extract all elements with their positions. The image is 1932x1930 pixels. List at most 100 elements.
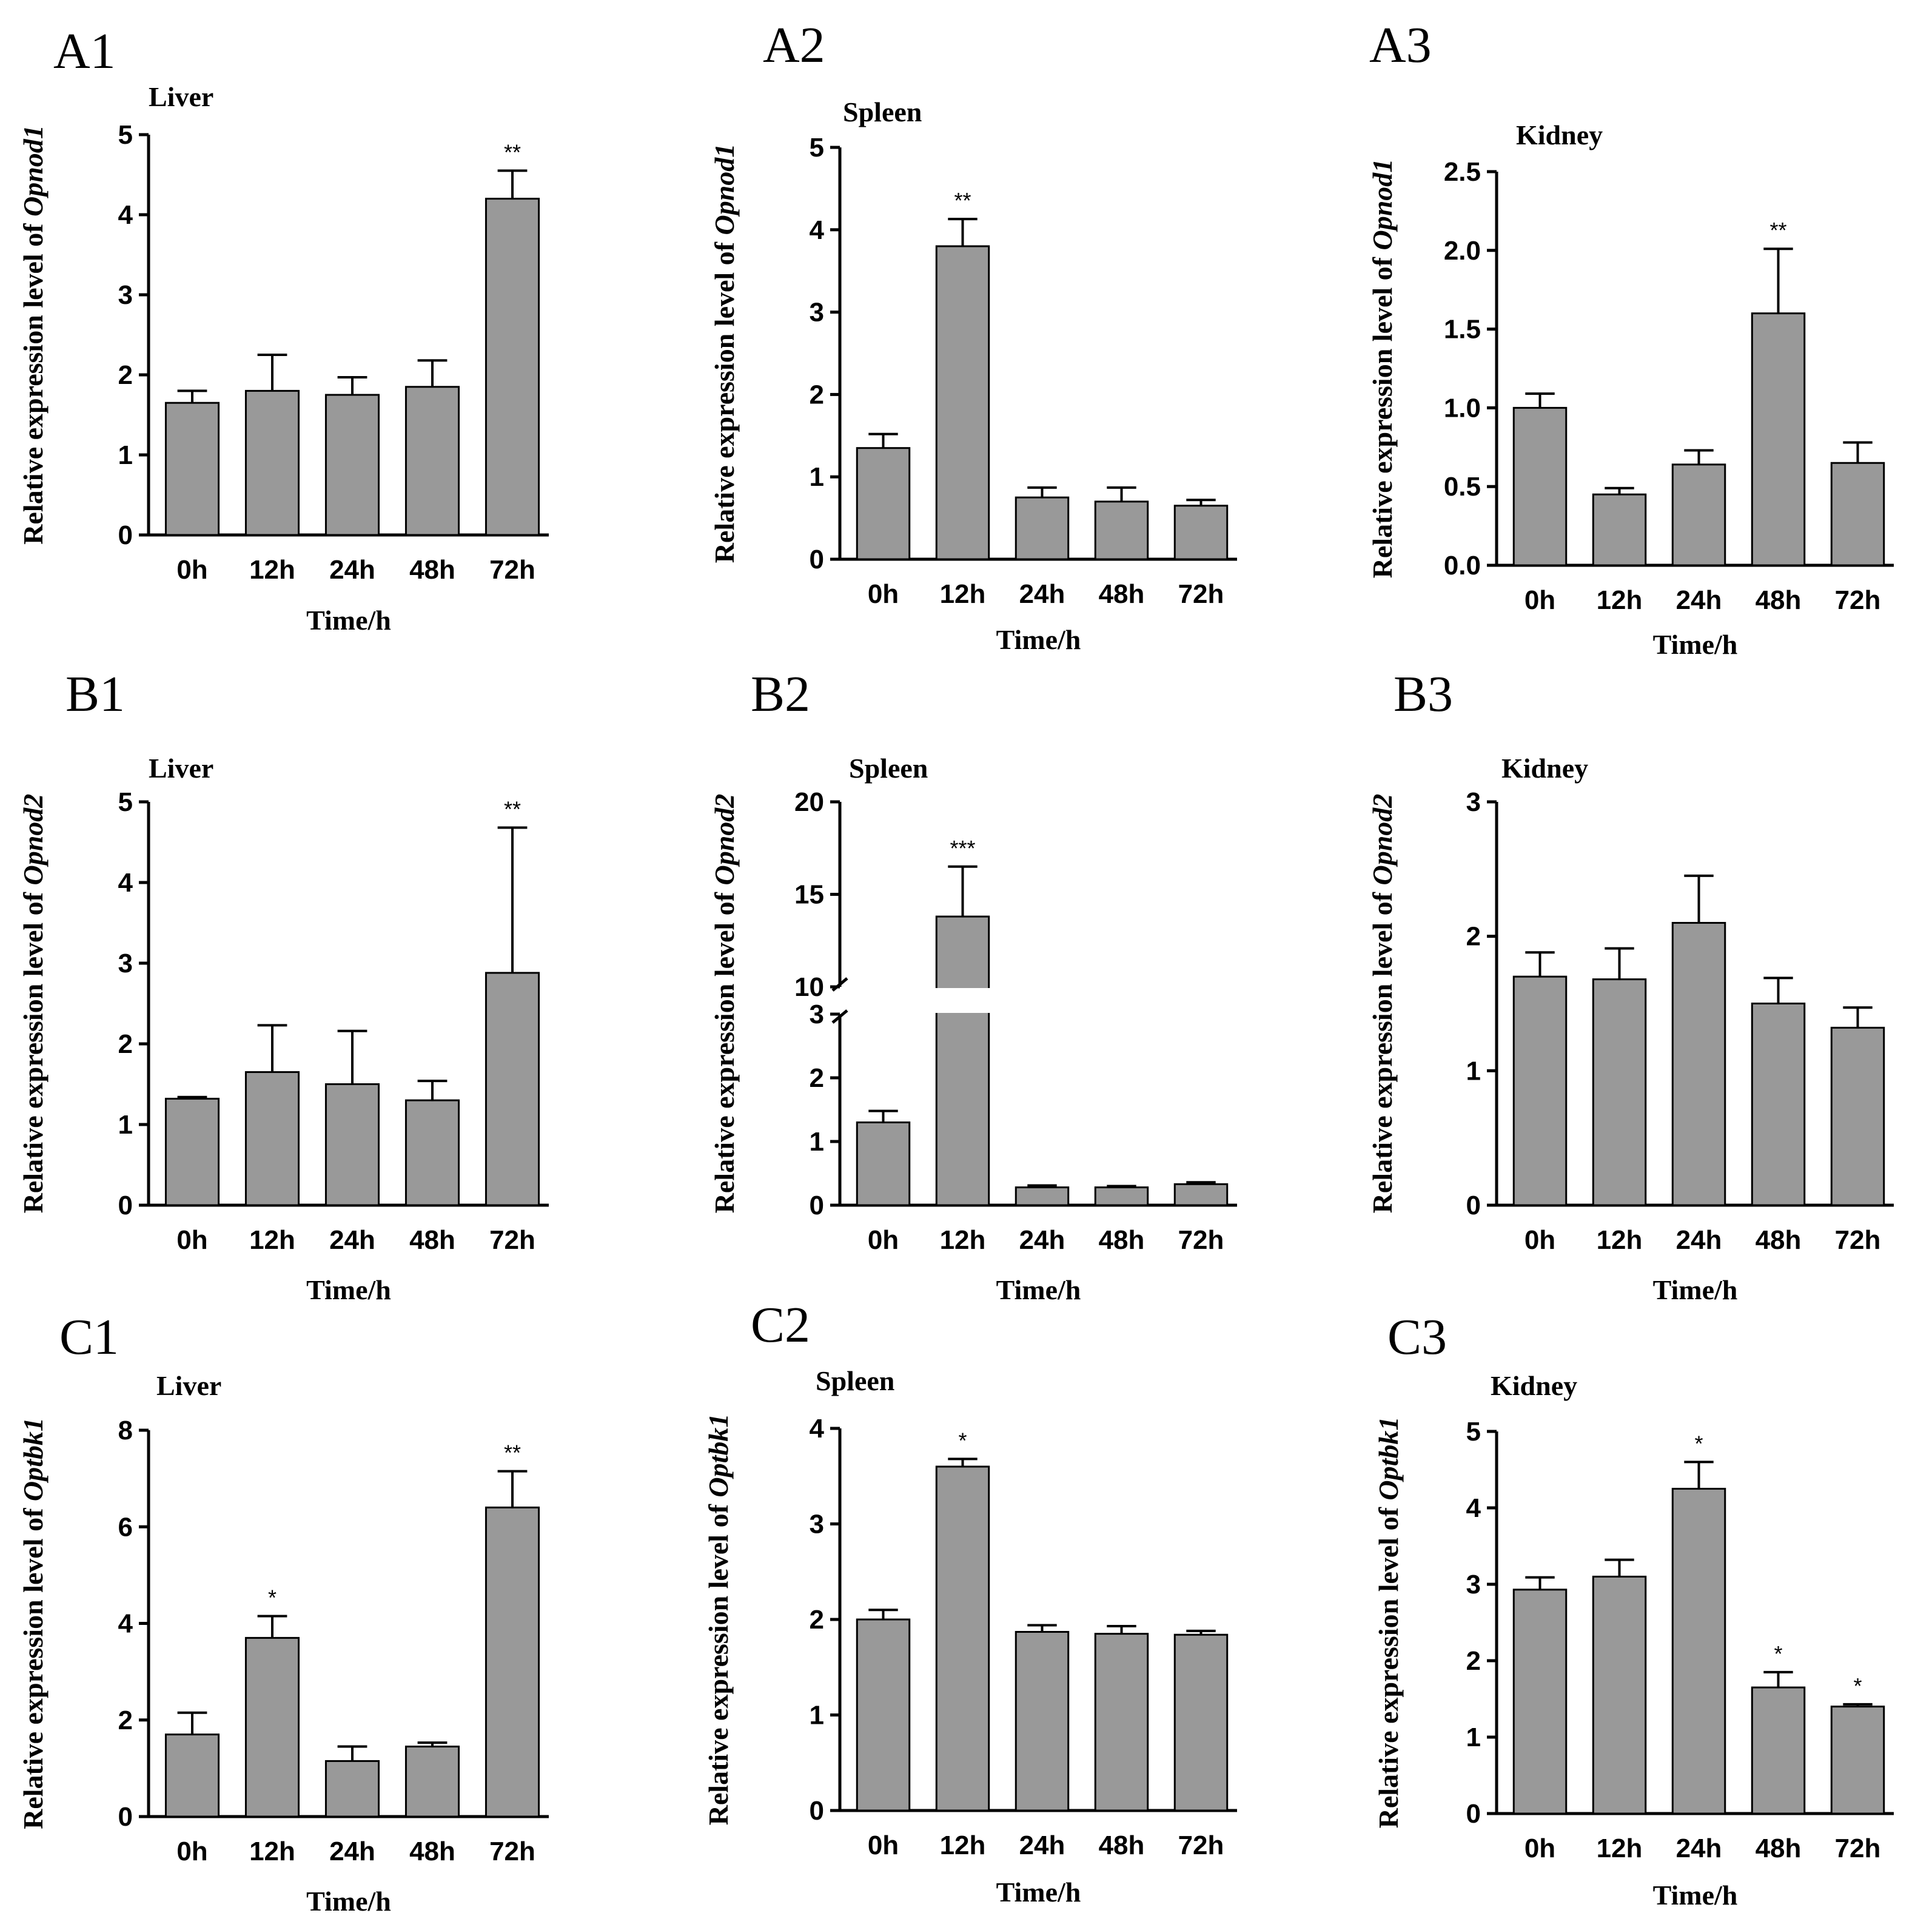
y-tick-label: 1 — [118, 440, 133, 470]
x-tick-label: 0h — [176, 1837, 207, 1866]
y-tick-label: 1 — [810, 1701, 824, 1730]
x-tick-label: 12h — [940, 1831, 986, 1860]
panel-b1: 0 1 2 3 4 5 0h 12h 24h 48h ** 72h Time/h Relative exp… — [18, 666, 549, 1305]
y-tick-label: 15 — [794, 880, 824, 910]
x-tick-label: 48h — [1099, 1225, 1145, 1255]
x-tick-label: 12h — [249, 555, 295, 585]
bar-break-gap — [934, 988, 991, 1013]
y-tick-label: 3 — [1466, 787, 1481, 817]
x-tick-label: 72h — [489, 555, 535, 585]
x-tick-label: 12h — [249, 1225, 295, 1255]
x-tick-label: 0h — [868, 1225, 899, 1255]
bar — [1592, 1575, 1647, 1815]
y-tick-label: 0 — [810, 1796, 824, 1826]
significance-marker: * — [958, 1428, 967, 1453]
bar — [485, 972, 540, 1206]
axis-break-mark — [831, 977, 848, 992]
y-tick-label: 1.5 — [1444, 315, 1481, 345]
y-tick-label: 4 — [810, 1414, 825, 1444]
bar — [856, 447, 911, 560]
x-tick-label: 0h — [1524, 585, 1555, 615]
y-tick-label: 4 — [810, 215, 825, 245]
bar — [404, 386, 460, 536]
y-axis-label: Relative expression level of Opnod1 — [1367, 159, 1398, 579]
bar — [1751, 1686, 1806, 1815]
y-tick-label: 2 — [810, 1063, 824, 1093]
bar — [1751, 312, 1806, 567]
x-tick-label: 72h — [489, 1837, 535, 1866]
panel-title: Spleen — [849, 753, 928, 784]
bar — [404, 1099, 460, 1206]
y-axis-label: Relative expression level of Optbk1 — [18, 1417, 49, 1829]
y-tick-label: 0 — [810, 1191, 824, 1220]
panel-a1: 0 1 2 3 4 5 0h 12h 24h 48h ** 72h Time/h Relative exp… — [18, 23, 549, 636]
x-tick-label: 24h — [329, 555, 375, 585]
y-axis-label: Relative expression level of Optbk1 — [703, 1414, 734, 1826]
x-tick-label: 72h — [1835, 585, 1881, 615]
bar — [324, 1760, 380, 1818]
y-axis-label: Relative expression level of Opnod2 — [18, 794, 49, 1214]
bar — [1830, 1706, 1885, 1815]
bar — [1015, 1186, 1070, 1206]
bar — [324, 1083, 380, 1206]
x-tick-label: 0h — [1524, 1225, 1555, 1255]
y-tick-label: 2.5 — [1444, 157, 1481, 187]
panel-a2: 0 1 2 3 4 5 0h ** 12h 24h 48h 72h Time/h Relative exp… — [709, 17, 1237, 655]
bar — [1512, 1589, 1568, 1815]
y-tick-label: 2 — [810, 380, 824, 409]
x-tick-label: 12h — [1597, 585, 1643, 615]
bar — [1830, 1026, 1885, 1206]
bar — [164, 402, 220, 536]
bar — [1671, 922, 1726, 1206]
y-axis-label: Relative expression level of Optbk1 — [1373, 1417, 1404, 1829]
y-tick-label: 5 — [810, 133, 824, 163]
y-tick-label: 0 — [118, 1802, 133, 1832]
y-tick-label: 1 — [118, 1110, 133, 1140]
x-axis-label: Time/h — [996, 1274, 1081, 1305]
significance-marker: ** — [504, 140, 521, 164]
significance-marker: ** — [1769, 218, 1786, 243]
bar — [404, 1746, 460, 1818]
significance-marker: * — [268, 1585, 277, 1610]
y-tick-label: 2 — [118, 1706, 133, 1735]
y-axis-label: Relative expression level of Opnod2 — [709, 794, 740, 1214]
x-tick-label: 72h — [1178, 1225, 1224, 1255]
bar — [1173, 1183, 1229, 1206]
x-tick-label: 48h — [409, 1225, 455, 1255]
y-tick-label: 0 — [118, 1191, 133, 1220]
bar — [1512, 975, 1568, 1206]
panel-c1: 0 2 4 6 8 0h * 12h 24h 48h ** 72h Time/h Relative exp… — [18, 1309, 549, 1917]
y-tick-label: 1 — [1466, 1056, 1481, 1086]
panel-title: Kidney — [1516, 119, 1603, 150]
significance-marker: ** — [504, 1441, 521, 1465]
y-tick-label: 0.0 — [1444, 551, 1481, 580]
x-tick-label: 12h — [249, 1837, 295, 1866]
significance-marker: ** — [954, 188, 971, 213]
y-tick-label: 8 — [118, 1416, 133, 1445]
x-tick-label: 12h — [940, 579, 986, 609]
bar — [164, 1097, 220, 1206]
bar — [856, 1121, 911, 1206]
bar — [164, 1733, 220, 1818]
y-tick-label: 3 — [810, 1510, 824, 1539]
panel-letter: A3 — [1369, 17, 1432, 73]
y-tick-label: 6 — [118, 1512, 133, 1542]
bar — [1094, 500, 1149, 560]
panel-letter: A1 — [53, 23, 116, 79]
x-tick-label: 0h — [176, 555, 207, 585]
bar — [244, 389, 300, 536]
y-tick-label: 0.5 — [1444, 472, 1481, 502]
y-tick-label: 2 — [118, 1029, 133, 1059]
x-tick-label: 24h — [1019, 1225, 1065, 1255]
panel-title: Spleen — [816, 1365, 894, 1396]
y-tick-label: 4 — [1466, 1493, 1481, 1523]
x-tick-label: 12h — [1597, 1834, 1643, 1863]
bar — [485, 198, 540, 536]
y-tick-label: 2 — [1466, 1646, 1481, 1676]
y-axis-label: Relative expression level of Opnod2 — [1367, 794, 1398, 1214]
bar — [856, 1618, 911, 1812]
y-tick-label: 5 — [118, 787, 133, 817]
bar — [324, 394, 380, 536]
panel-title: Kidney — [1491, 1370, 1577, 1401]
y-tick-label: 1 — [1466, 1723, 1481, 1752]
